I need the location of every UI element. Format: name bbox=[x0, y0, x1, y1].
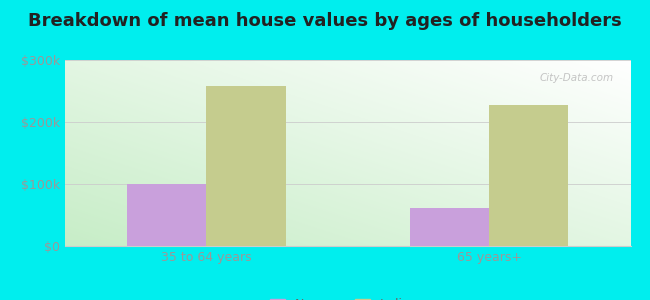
Bar bbox=[489, 105, 568, 246]
Bar bbox=[207, 86, 285, 246]
Legend: Norway, Indiana: Norway, Indiana bbox=[265, 293, 431, 300]
Bar bbox=[410, 208, 489, 246]
Bar bbox=[127, 184, 207, 246]
Text: Breakdown of mean house values by ages of householders: Breakdown of mean house values by ages o… bbox=[28, 12, 622, 30]
Text: City-Data.com: City-Data.com bbox=[540, 73, 614, 83]
